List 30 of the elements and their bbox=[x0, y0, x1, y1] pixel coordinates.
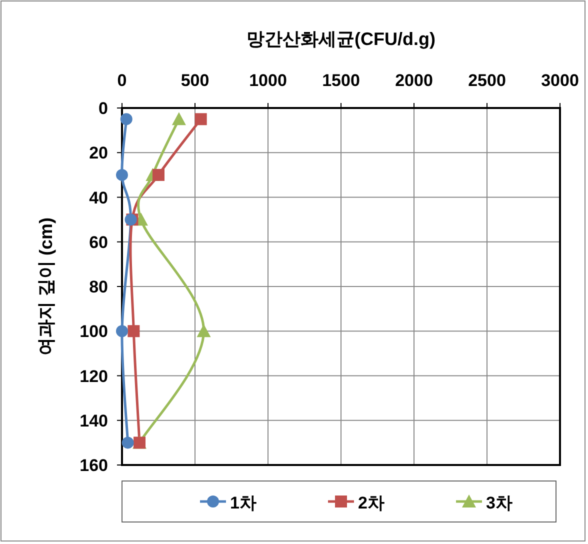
x-tick-label: 1500 bbox=[322, 71, 360, 90]
point bbox=[120, 113, 132, 126]
point bbox=[152, 168, 164, 181]
point bbox=[172, 112, 186, 126]
x-tick-label: 2500 bbox=[468, 71, 506, 90]
x-tick-label: 3000 bbox=[541, 71, 579, 90]
y-tick-label: 120 bbox=[80, 366, 108, 386]
y-tick-label: 100 bbox=[80, 322, 108, 342]
point bbox=[116, 325, 128, 338]
y-tick-label: 140 bbox=[80, 411, 108, 430]
y-tick-label: 0 bbox=[98, 99, 108, 118]
x-tick-label: 2000 bbox=[395, 71, 433, 90]
x-tick-label: 1000 bbox=[249, 71, 287, 90]
x-axis-title: 망간산화세균(CFU/d.g) bbox=[246, 29, 436, 49]
y-tick-label: 20 bbox=[89, 144, 108, 163]
point bbox=[128, 325, 140, 338]
x-tick-label: 500 bbox=[180, 71, 210, 90]
point bbox=[122, 436, 134, 449]
point bbox=[194, 113, 207, 126]
legend-label: 3차 bbox=[486, 494, 512, 512]
x-tick-label: 0 bbox=[117, 71, 127, 90]
point bbox=[116, 168, 128, 181]
legend-label: 2차 bbox=[358, 494, 384, 512]
legend-label: 1차 bbox=[230, 494, 256, 512]
y-tick-label: 160 bbox=[80, 456, 108, 475]
y-tick-label: 60 bbox=[89, 232, 108, 252]
y-tick-label: 80 bbox=[89, 278, 108, 296]
y-tick-label: 40 bbox=[89, 188, 108, 208]
y-axis-title: 여과지 깊이 (cm) bbox=[36, 217, 56, 356]
point bbox=[196, 324, 211, 338]
